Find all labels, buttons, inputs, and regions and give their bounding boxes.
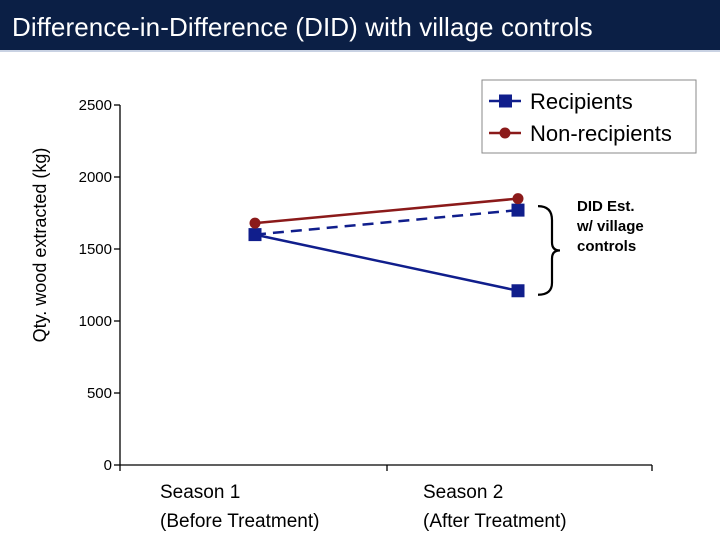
non-recipients-point xyxy=(513,193,524,204)
legend-recipients-label: Recipients xyxy=(530,89,633,114)
x-category-label: (Before Treatment) xyxy=(160,511,319,532)
recipients-point xyxy=(249,228,262,241)
x-category-labels: Season 1 (Before Treatment) Season 2 (After… xyxy=(160,482,567,532)
did-annotation: DID Est. w/ village controls xyxy=(538,198,644,295)
legend-non-recipients-marker xyxy=(500,128,511,139)
x-category-label: Season 2 xyxy=(423,482,503,503)
recipients-line xyxy=(255,235,518,291)
did-brace xyxy=(538,206,560,295)
did-annotation-label: controls xyxy=(577,238,636,255)
y-tick-label: 2500 xyxy=(79,97,112,114)
legend-non-recipients-label: Non-recipients xyxy=(530,121,672,146)
non-recipients-point xyxy=(250,218,261,229)
did-annotation-label: w/ village xyxy=(576,218,644,235)
did-annotation-label: DID Est. xyxy=(577,198,635,215)
y-tick-label: 2000 xyxy=(79,169,112,186)
counterfactual-line xyxy=(255,210,518,234)
y-axis-label: Qty. wood extracted (kg) xyxy=(30,148,50,343)
non-recipients-line xyxy=(255,199,518,223)
chart-axes xyxy=(114,105,652,471)
y-tick-label: 500 xyxy=(87,385,112,402)
x-category-label: Season 1 xyxy=(160,482,240,503)
y-tick-labels: 0 500 1000 1500 2000 2500 xyxy=(79,97,112,474)
series-layer xyxy=(249,193,525,297)
chart-legend: Recipients Non-recipients xyxy=(482,80,696,153)
y-tick-label: 0 xyxy=(104,457,112,474)
y-tick-label: 1000 xyxy=(79,313,112,330)
x-category-label: (After Treatment) xyxy=(423,511,567,532)
recipients-point xyxy=(512,284,525,297)
counterfactual-point xyxy=(512,204,525,217)
y-tick-label: 1500 xyxy=(79,241,112,258)
legend-recipients-marker xyxy=(499,95,512,108)
